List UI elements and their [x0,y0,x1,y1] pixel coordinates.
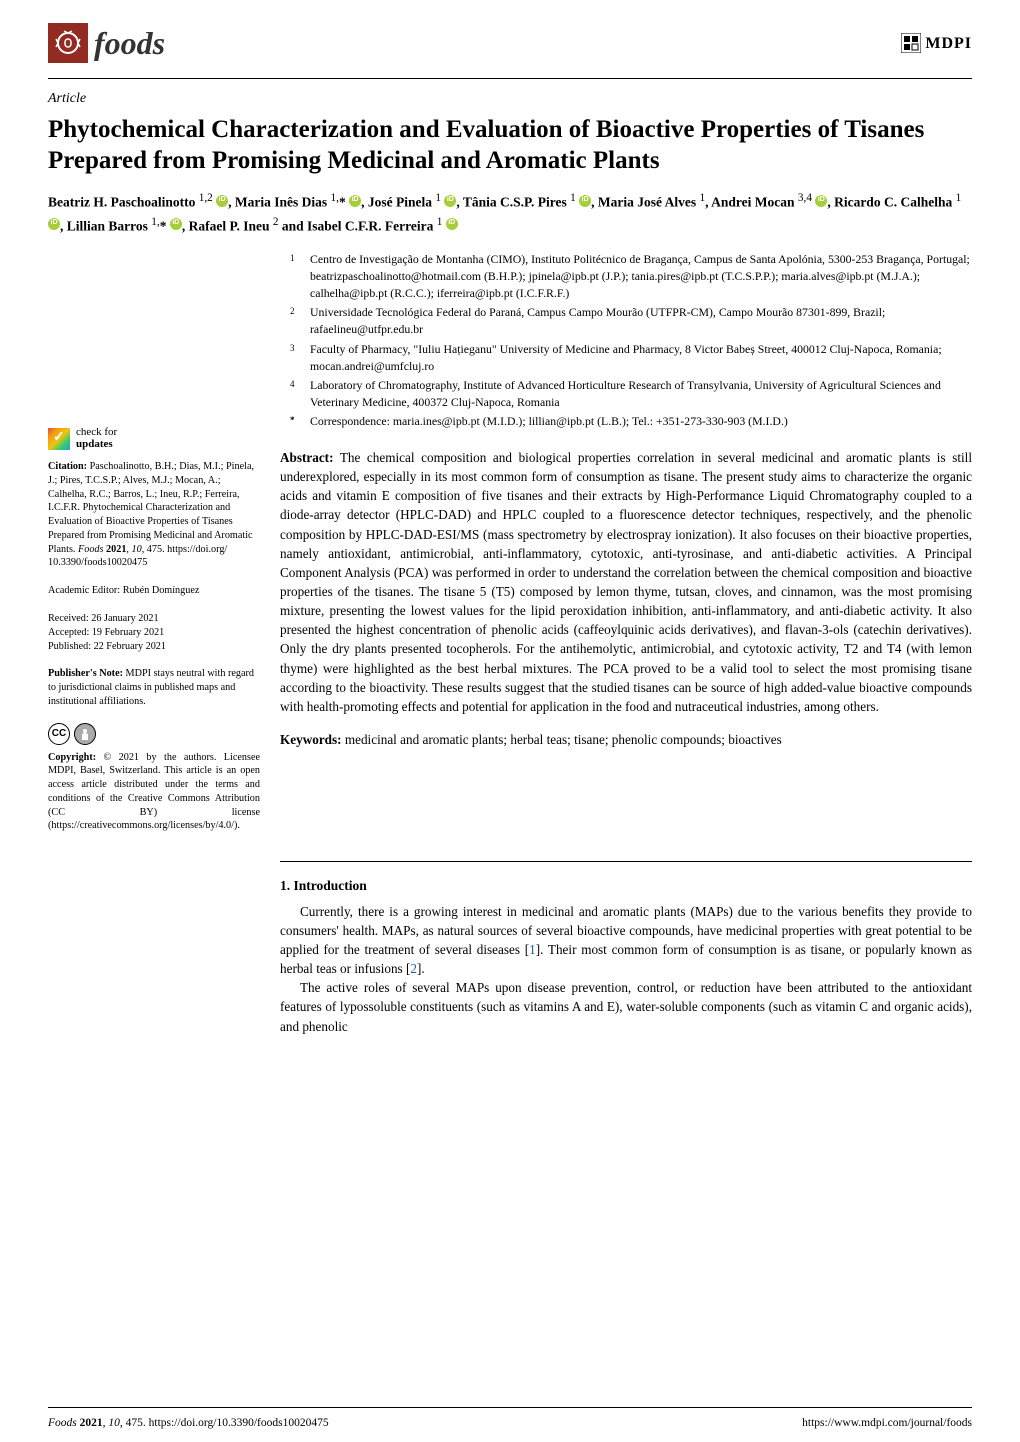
abstract-text: The chemical composition and biological … [280,450,972,714]
journal-logo-icon [48,23,88,63]
footer-right: https://www.mdpi.com/journal/foods [802,1415,972,1432]
footer-vol: 10 [108,1417,120,1429]
article-title: Phytochemical Characterization and Evalu… [0,110,1020,191]
affil-sup: 1 [570,192,576,204]
keywords: Keywords: medicinal and aromatic plants;… [280,730,972,749]
footer-doi: , 475. https://doi.org/10.3390/foods1002… [120,1417,329,1429]
footer: Foods 2021, 10, 475. https://doi.org/10.… [0,1415,1020,1432]
footer-left: Foods 2021, 10, 475. https://doi.org/10.… [48,1415,329,1432]
updates-line1: check for [76,427,117,439]
section-heading: 1. Introduction [280,876,972,896]
keywords-label: Keywords: [280,732,342,747]
corresp-text: Correspondence: maria.ines@ipb.pt (M.I.D… [310,413,972,430]
affil-text: Laboratory of Chromatography, Institute … [310,377,972,411]
orcid-icon [349,195,361,207]
orcid-icon [216,195,228,207]
corresp-mark: * [290,413,300,430]
footer-rule [48,1407,972,1408]
author-list: Beatriz H. Paschoalinotto 1,2 , Maria In… [0,190,1020,251]
affil-sup: 1, [151,216,159,228]
affil-text: Centro de Investigação de Montanha (CIMO… [310,251,972,302]
editor-block: Academic Editor: Rubén Domínguez [48,584,260,598]
date-published: Published: 22 February 2021 [48,640,260,654]
check-updates-badge[interactable]: check for updates [48,427,260,450]
author: and Isabel C.F.R. Ferreira [278,218,436,233]
citation-label: Citation: [48,461,87,472]
affil-num: 3 [290,341,300,375]
journal-logo: foods [48,20,165,66]
affil-num: 1 [290,251,300,302]
affil-text: Universidade Tecnológica Federal do Para… [310,304,972,338]
affiliations: 1Centro de Investigação de Montanha (CIM… [280,251,972,430]
author: , Maria José Alves [591,195,699,210]
citation-ref[interactable]: 1 [529,942,536,957]
affil-sup: 1 [956,192,962,204]
affil-sup: 3,4 [798,192,812,204]
updates-line2: updates [76,439,117,451]
check-updates-icon [48,428,70,450]
footer-journal: Foods [48,1417,80,1429]
citation-journal: Foods [78,544,103,555]
by-icon [74,723,96,745]
author: , Rafael P. Ineu [182,218,273,233]
license-badges: CC [48,723,260,745]
article-type: Article [0,79,1020,109]
orcid-icon [815,195,827,207]
abstract-label: Abstract: [280,450,333,465]
corresp-mark: * [339,195,346,210]
author: , Maria Inês Dias [228,195,330,210]
affil-text: Faculty of Pharmacy, "Iuliu Hațieganu" U… [310,341,972,375]
copyright-text: © 2021 by the authors. Licensee MDPI, Ba… [48,752,260,832]
journal-name: foods [94,20,165,66]
orcid-icon [48,218,60,230]
publisher-note-block: Publisher's Note: MDPI stays neutral wit… [48,667,260,708]
author: , José Pinela [361,195,435,210]
citation-ref[interactable]: 2 [410,961,417,976]
affil-sup: 1 [435,192,441,204]
pubnote-label: Publisher's Note: [48,668,123,679]
orcid-icon [579,195,591,207]
abstract: Abstract: The chemical composition and b… [280,448,972,716]
author: Beatriz H. Paschoalinotto [48,195,199,210]
publisher-name: MDPI [925,32,972,55]
date-accepted: Accepted: 19 February 2021 [48,626,260,640]
dates-block: Received: 26 January 2021 Accepted: 19 F… [48,612,260,653]
citation-text: Paschoalinotto, B.H.; Dias, M.I.; Pinela… [48,461,254,555]
keywords-text: medicinal and aromatic plants; herbal te… [342,732,782,747]
author: , Tânia C.S.P. Pires [456,195,570,210]
corresp-mark: * [160,218,167,233]
author: , Ricardo C. Calhelha [827,195,955,210]
publisher-logo: MDPI [901,32,972,55]
sidebar: check for updates Citation: Paschoalinot… [48,251,260,847]
citation-block: Citation: Paschoalinotto, B.H.; Dias, M.… [48,460,260,570]
mdpi-icon [901,33,921,53]
copyright-label: Copyright: [48,752,96,763]
affil-num: 2 [290,304,300,338]
cc-icon: CC [48,723,70,745]
affil-sup: 1 [437,216,443,228]
intro-p2: The active roles of several MAPs upon di… [280,978,972,1035]
intro-text: Currently, there is a growing interest i… [280,902,972,1036]
copyright-block: Copyright: © 2021 by the authors. Licens… [48,751,260,834]
affil-num: 4 [290,377,300,411]
author: , Andrei Mocan [705,195,798,210]
intro-p1c: ]. [417,961,425,976]
footer-year: 2021 [80,1417,103,1429]
orcid-icon [444,195,456,207]
editor-label: Academic Editor: [48,585,123,596]
affil-sup: 1, [331,192,339,204]
keywords-rule [280,861,972,862]
orcid-icon [446,218,458,230]
orcid-icon [170,218,182,230]
date-received: Received: 26 January 2021 [48,612,260,626]
editor-name: Rubén Domínguez [123,585,200,596]
affil-sup: 1,2 [199,192,213,204]
author: , Lillian Barros [60,218,151,233]
